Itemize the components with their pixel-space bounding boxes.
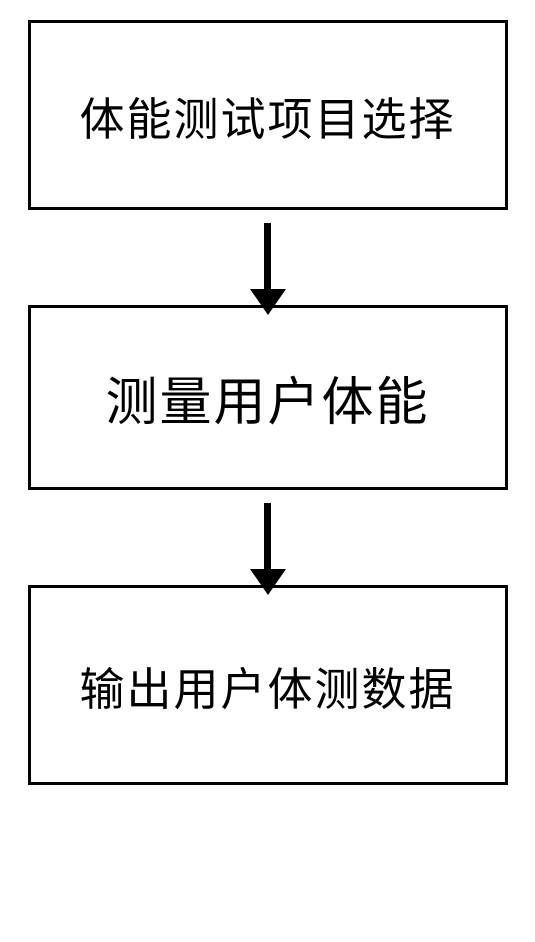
flow-node-1: 体能测试项目选择: [28, 20, 508, 210]
flow-node-3: 输出用户体测数据: [28, 585, 508, 785]
arrow-wrapper-2: [28, 490, 508, 585]
arrow-down-icon: [264, 223, 271, 293]
flowchart-container: 体能测试项目选择 测量用户体能 输出用户体测数据: [28, 20, 508, 785]
flow-node-3-label: 输出用户体测数据: [79, 653, 455, 718]
arrow-down-icon: [264, 503, 271, 573]
arrow-wrapper-1: [28, 210, 508, 305]
flow-node-2-label: 测量用户体能: [105, 360, 429, 435]
flow-node-1-label: 体能测试项目选择: [79, 83, 455, 148]
flow-node-2: 测量用户体能: [28, 305, 508, 490]
